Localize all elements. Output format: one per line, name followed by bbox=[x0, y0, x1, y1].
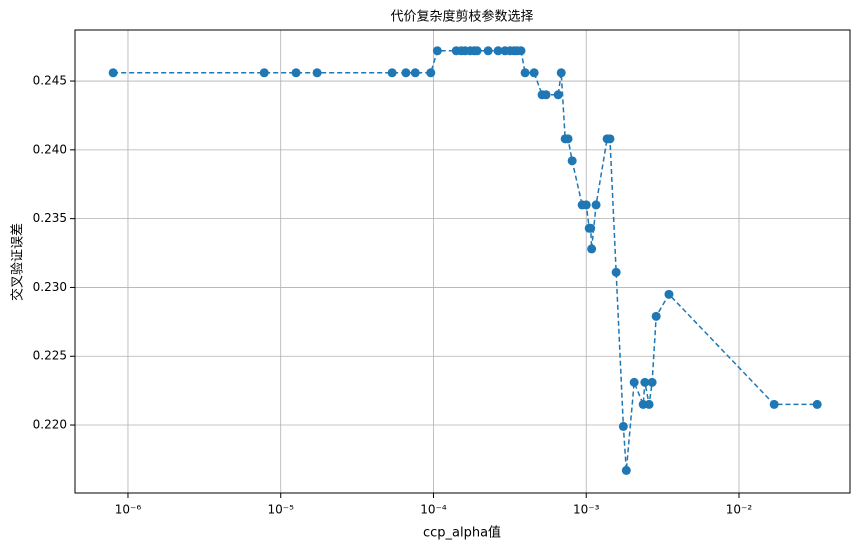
data-point bbox=[108, 68, 118, 78]
data-point bbox=[640, 377, 650, 387]
data-point bbox=[769, 399, 779, 409]
plot-frame bbox=[74, 29, 851, 494]
x-tick-label: 10⁻⁶ bbox=[115, 503, 142, 517]
data-point bbox=[556, 68, 566, 78]
data-point bbox=[541, 90, 551, 100]
data-point bbox=[651, 311, 661, 321]
data-point bbox=[410, 68, 420, 78]
chart-title: 代价复杂度剪枝参数选择 bbox=[390, 9, 533, 25]
data-point bbox=[812, 399, 822, 409]
data-point bbox=[516, 46, 526, 56]
data-point bbox=[426, 68, 436, 78]
data-point bbox=[401, 68, 411, 78]
x-axis-label: ccp_alpha值 bbox=[423, 525, 501, 541]
data-point bbox=[563, 134, 573, 144]
data-point bbox=[567, 156, 577, 166]
y-axis-label: 交叉验证误差 bbox=[10, 223, 26, 301]
x-tick-label: 10⁻⁵ bbox=[268, 503, 295, 517]
data-point bbox=[647, 377, 657, 387]
x-tick-label: 10⁻² bbox=[726, 503, 753, 517]
data-point bbox=[312, 68, 322, 78]
data-point bbox=[387, 68, 397, 78]
data-point bbox=[618, 421, 628, 431]
x-tick-label: 10⁻³ bbox=[573, 503, 600, 517]
y-tick-label: 0.220 bbox=[33, 418, 67, 432]
data-point bbox=[605, 134, 615, 144]
data-point bbox=[586, 223, 596, 233]
data-point bbox=[553, 90, 563, 100]
data-point bbox=[644, 399, 654, 409]
data-point bbox=[291, 68, 301, 78]
data-point bbox=[259, 68, 269, 78]
data-point bbox=[520, 68, 530, 78]
y-tick-label: 0.240 bbox=[33, 142, 67, 156]
data-point bbox=[664, 289, 674, 299]
data-point bbox=[611, 267, 621, 277]
y-tick-label: 0.245 bbox=[33, 74, 67, 88]
y-tick-label: 0.235 bbox=[33, 211, 67, 225]
data-point bbox=[629, 377, 639, 387]
data-point bbox=[591, 200, 601, 210]
series-line bbox=[113, 50, 818, 471]
data-point bbox=[483, 46, 493, 56]
data-point bbox=[472, 46, 482, 56]
data-point bbox=[581, 200, 591, 210]
data-point bbox=[587, 244, 597, 254]
data-point bbox=[432, 46, 442, 56]
x-tick-label: 10⁻⁴ bbox=[420, 503, 447, 517]
y-tick-label: 0.225 bbox=[33, 349, 67, 363]
y-tick-label: 0.230 bbox=[33, 280, 67, 294]
data-point bbox=[529, 68, 539, 78]
data-point bbox=[621, 465, 631, 475]
data-point bbox=[493, 46, 503, 56]
